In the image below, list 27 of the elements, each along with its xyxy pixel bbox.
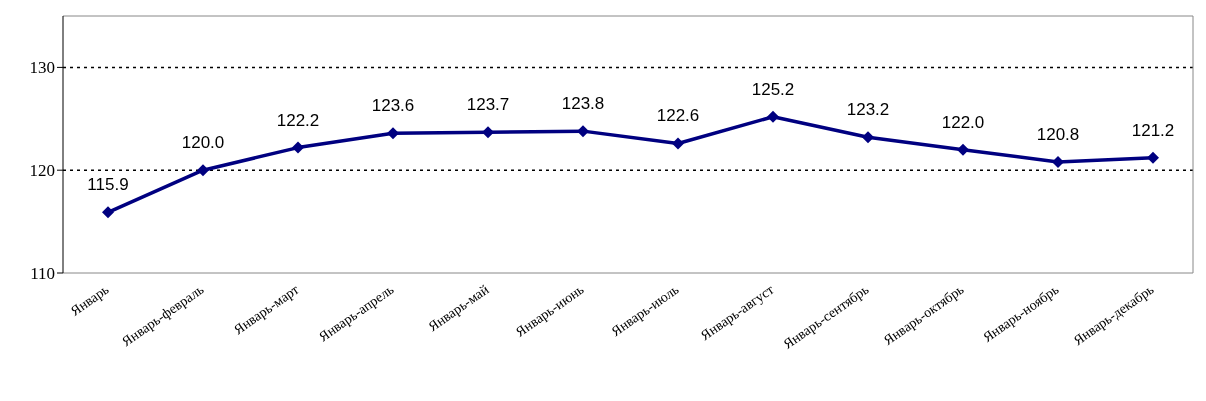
point — [672, 137, 684, 150]
data-label: 123.8 — [561, 94, 605, 114]
data-label: 122.0 — [941, 112, 985, 132]
data-label: 121.2 — [1131, 120, 1175, 140]
point — [102, 206, 114, 219]
data-label: 123.6 — [371, 96, 415, 116]
point — [1147, 151, 1159, 164]
point — [767, 110, 779, 123]
point — [197, 164, 209, 177]
data-label: 123.7 — [466, 95, 510, 115]
y-tick-label: 120 — [29, 161, 55, 181]
point — [292, 141, 304, 154]
y-tick-label: 130 — [29, 58, 55, 78]
data-label: 122.2 — [276, 110, 320, 130]
point — [482, 126, 494, 139]
data-label: 125.2 — [751, 79, 795, 99]
point — [957, 143, 969, 156]
y-tick-label: 110 — [30, 264, 55, 284]
point — [577, 125, 589, 138]
point — [1052, 155, 1064, 168]
data-label: 123.2 — [846, 100, 890, 120]
point — [387, 127, 399, 140]
data-label: 122.6 — [656, 106, 700, 126]
data-label: 120.8 — [1036, 124, 1080, 144]
point — [862, 131, 874, 144]
data-label: 120.0 — [181, 133, 225, 153]
data-label: 115.9 — [87, 175, 129, 195]
